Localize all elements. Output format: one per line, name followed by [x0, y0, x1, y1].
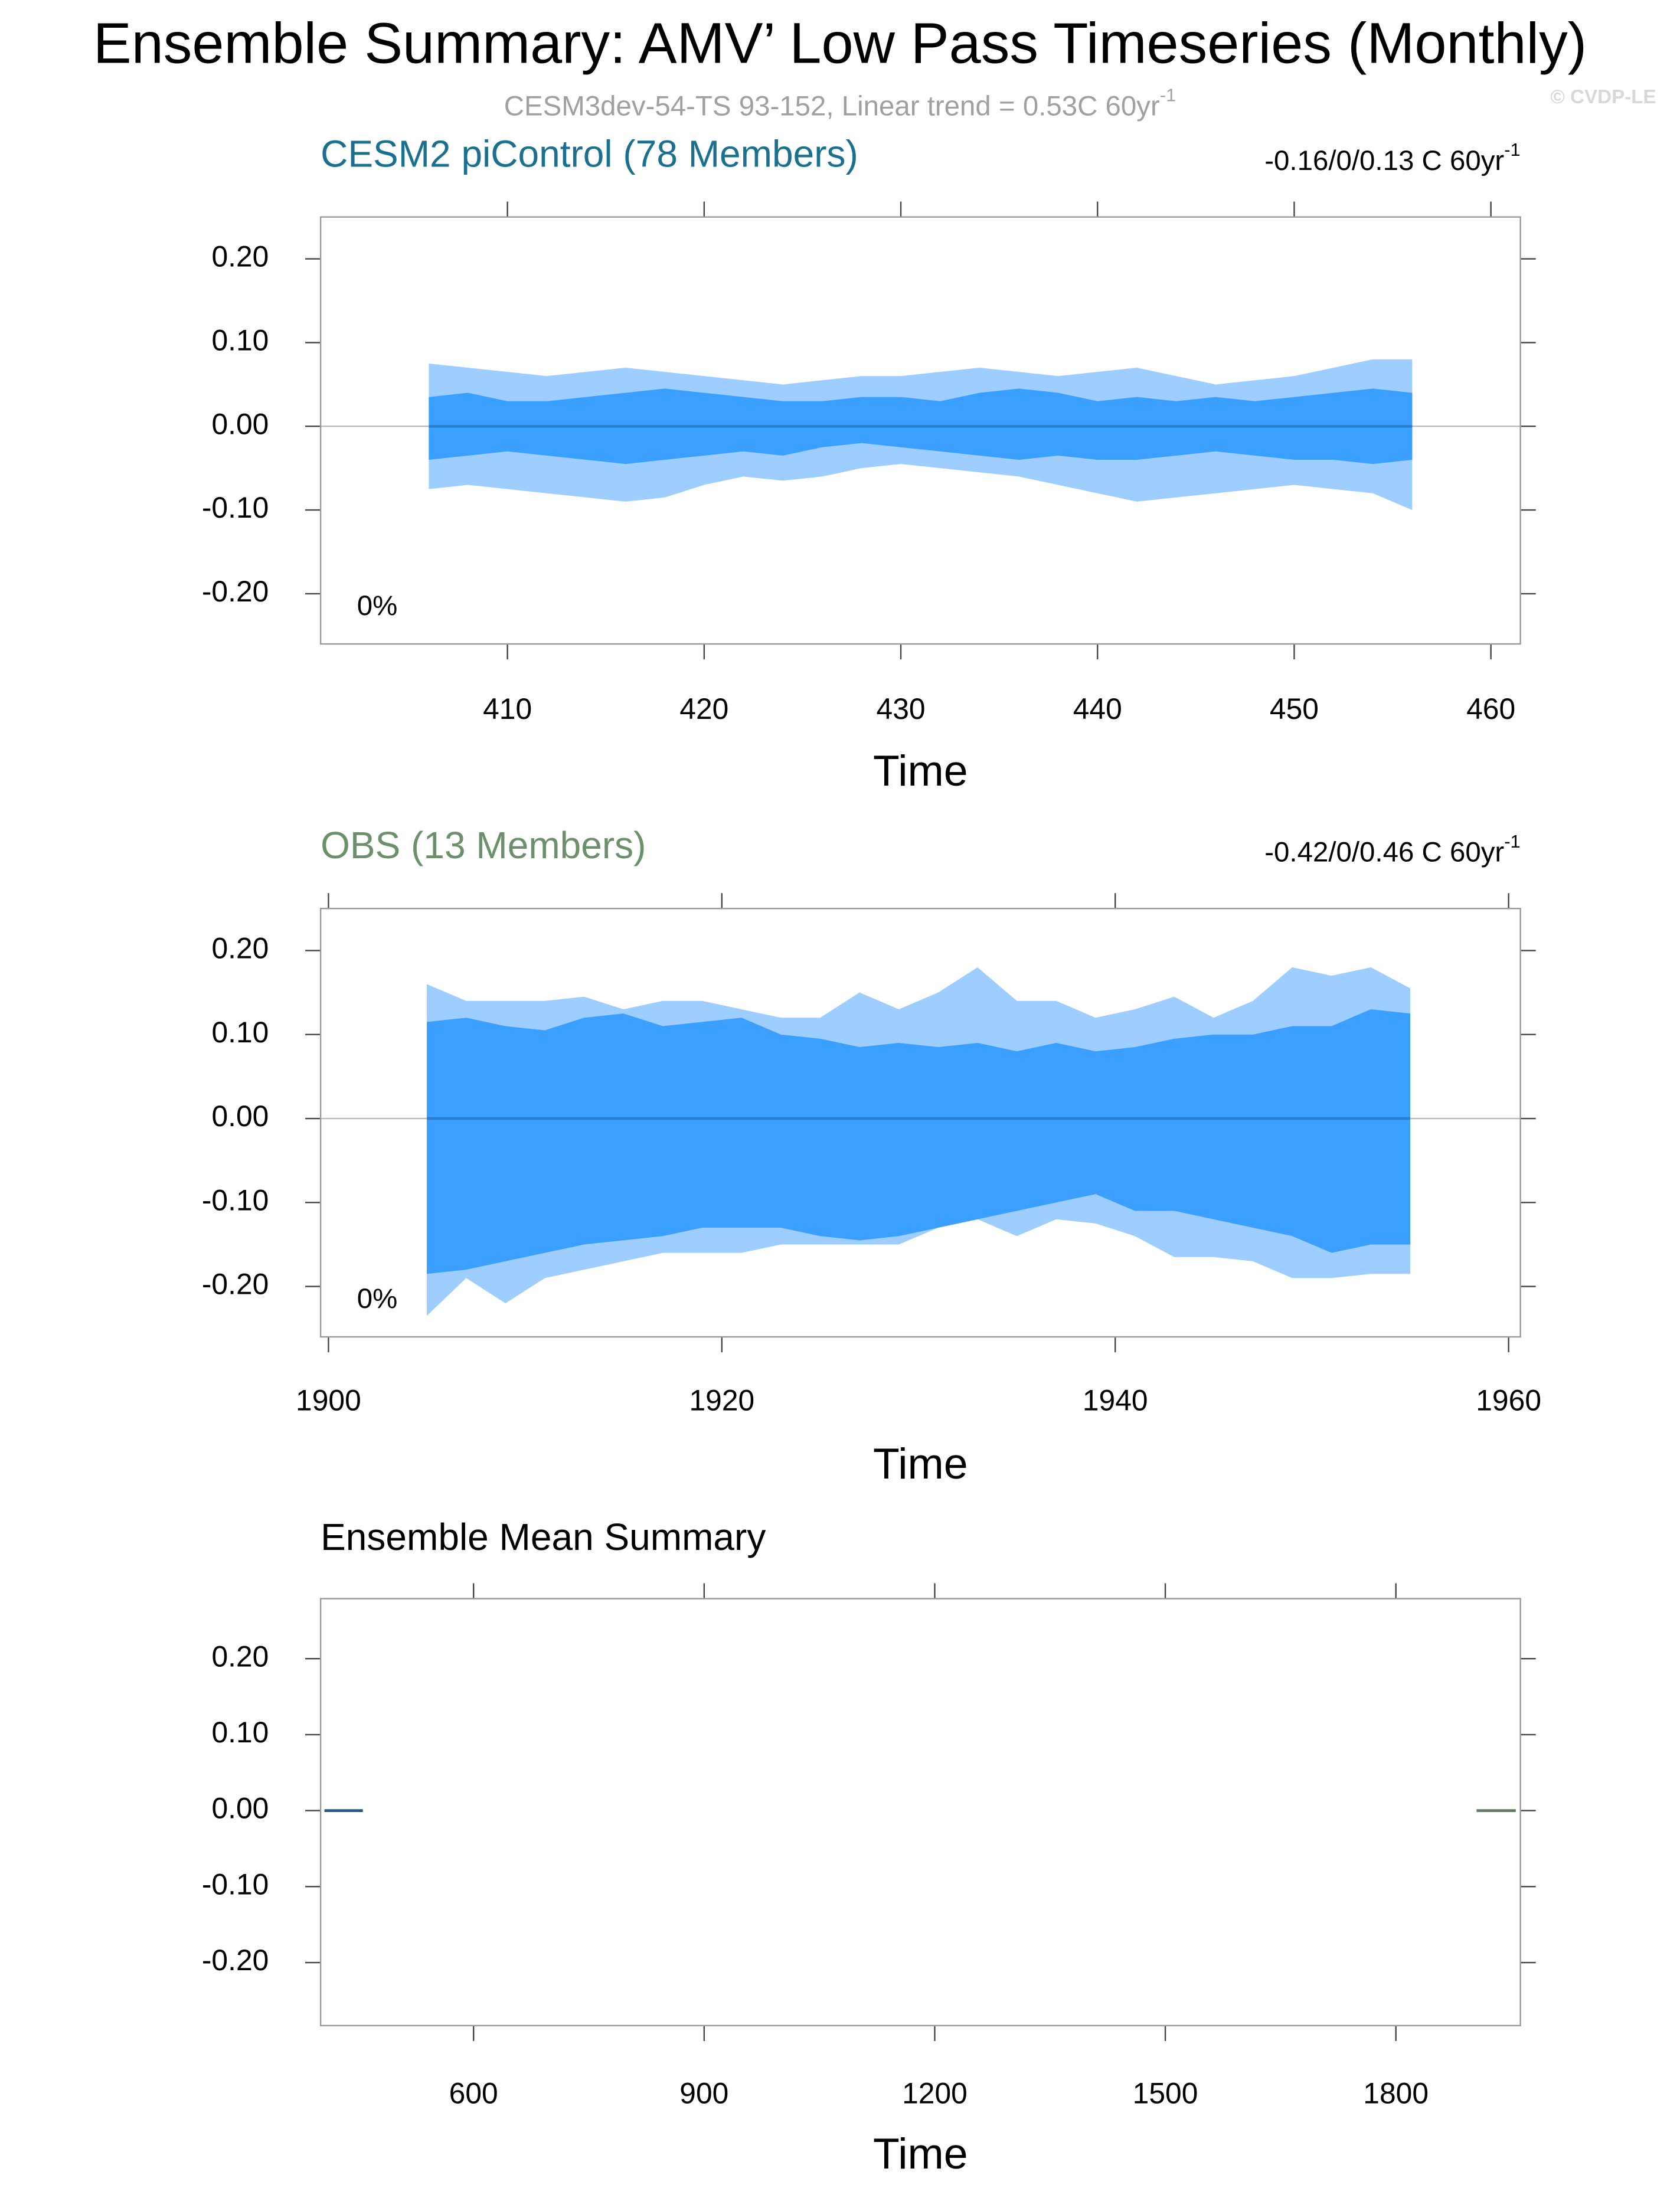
panel-title: Ensemble Mean Summary — [321, 1516, 766, 1558]
x-tick-label: 1900 — [296, 1384, 361, 1417]
y-tick-label: 0.10 — [211, 324, 269, 357]
x-tick-label: 460 — [1466, 692, 1515, 725]
figure-title: Ensemble Summary: AMV’ Low Pass Timeseri… — [93, 11, 1587, 75]
x-tick-label: 1920 — [689, 1384, 754, 1417]
y-tick-label: 0.20 — [211, 1640, 269, 1673]
trend-sup: -1 — [1504, 139, 1520, 160]
y-tick-label: 0.10 — [211, 1716, 269, 1749]
plot-frame — [319, 908, 1521, 1338]
y-tick-label: 0.00 — [211, 1792, 269, 1825]
copyright: © CVDP-LE — [1550, 86, 1656, 108]
x-tick-label: 1940 — [1083, 1384, 1148, 1417]
inner-band — [427, 1009, 1411, 1274]
x-tick-label: 600 — [449, 2077, 498, 2110]
trend-label: -0.42/0/0.46 C 60yr-1 — [1264, 831, 1520, 868]
y-tick-label: -0.20 — [202, 575, 269, 608]
corner-label: 0% — [357, 1283, 398, 1314]
subtitle: CESM3dev-54-TS 93-152, Linear trend = 0.… — [504, 85, 1176, 122]
trend-sup: -1 — [1504, 831, 1520, 852]
plot-frame — [319, 216, 1521, 645]
corner-label: 0% — [357, 590, 398, 622]
x-axis-title: Time — [873, 1439, 968, 1488]
x-tick-label: 900 — [679, 2077, 728, 2110]
x-axis-title: Time — [873, 2129, 968, 2178]
trend-text: -0.42/0/0.46 C 60yr — [1264, 836, 1504, 868]
y-tick-label: -0.10 — [202, 491, 269, 524]
panel-title: OBS (13 Members) — [321, 824, 646, 866]
x-tick-label: 420 — [679, 692, 728, 725]
x-tick-label: 430 — [877, 692, 926, 725]
plot-frame — [319, 1598, 1521, 2027]
y-tick-label: 0.00 — [211, 407, 269, 440]
x-axis-title: Time — [873, 746, 968, 795]
x-tick-label: 440 — [1073, 692, 1122, 725]
x-tick-label: 1500 — [1133, 2077, 1198, 2110]
subtitle-sup: -1 — [1160, 85, 1176, 106]
y-tick-label: 0.20 — [211, 932, 269, 965]
x-tick-label: 1200 — [902, 2077, 968, 2110]
trend-label: -0.16/0/0.13 C 60yr-1 — [1264, 139, 1520, 176]
y-tick-label: -0.10 — [202, 1868, 269, 1901]
panel-title: CESM2 piControl (78 Members) — [321, 133, 858, 175]
x-tick-label: 410 — [483, 692, 532, 725]
y-tick-label: 0.00 — [211, 1100, 269, 1133]
y-tick-label: -0.20 — [202, 1944, 269, 1977]
y-tick-label: 0.10 — [211, 1016, 269, 1049]
subtitle-text: CESM3dev-54-TS 93-152, Linear trend = 0.… — [504, 90, 1160, 122]
trend-text: -0.16/0/0.13 C 60yr — [1264, 145, 1504, 176]
x-tick-label: 450 — [1270, 692, 1319, 725]
x-tick-label: 1960 — [1476, 1384, 1541, 1417]
y-tick-label: 0.20 — [211, 240, 269, 273]
y-tick-label: -0.10 — [202, 1183, 269, 1216]
y-tick-label: -0.20 — [202, 1268, 269, 1301]
x-tick-label: 1800 — [1363, 2077, 1429, 2110]
